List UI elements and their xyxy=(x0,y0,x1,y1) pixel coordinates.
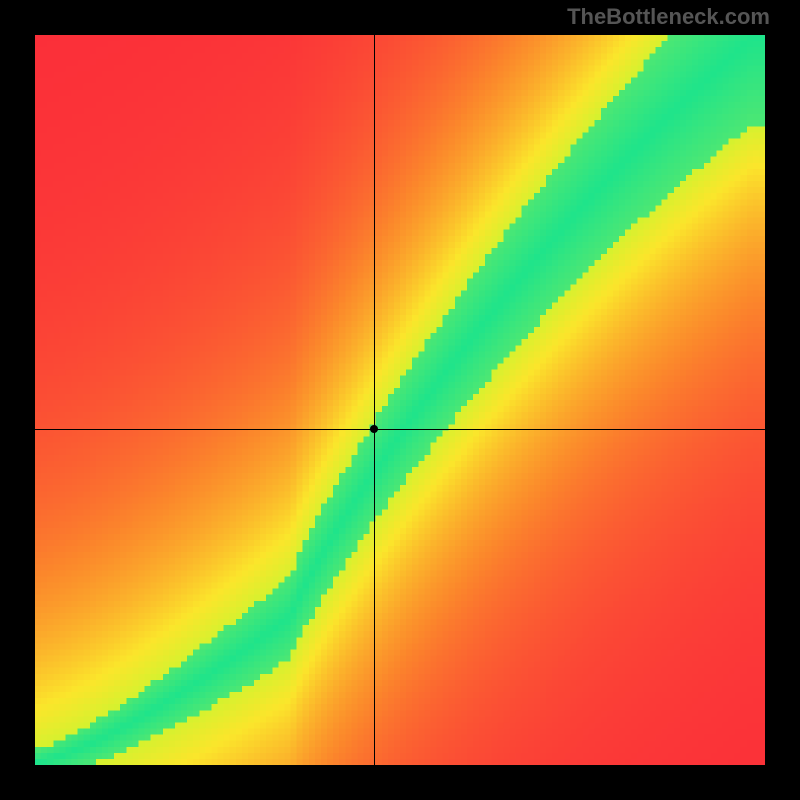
bottleneck-heatmap xyxy=(35,35,765,765)
heatmap-canvas xyxy=(35,35,765,765)
selection-marker xyxy=(370,425,378,433)
watermark-text: TheBottleneck.com xyxy=(567,4,770,30)
crosshair-horizontal xyxy=(35,429,765,430)
crosshair-vertical xyxy=(374,35,375,765)
